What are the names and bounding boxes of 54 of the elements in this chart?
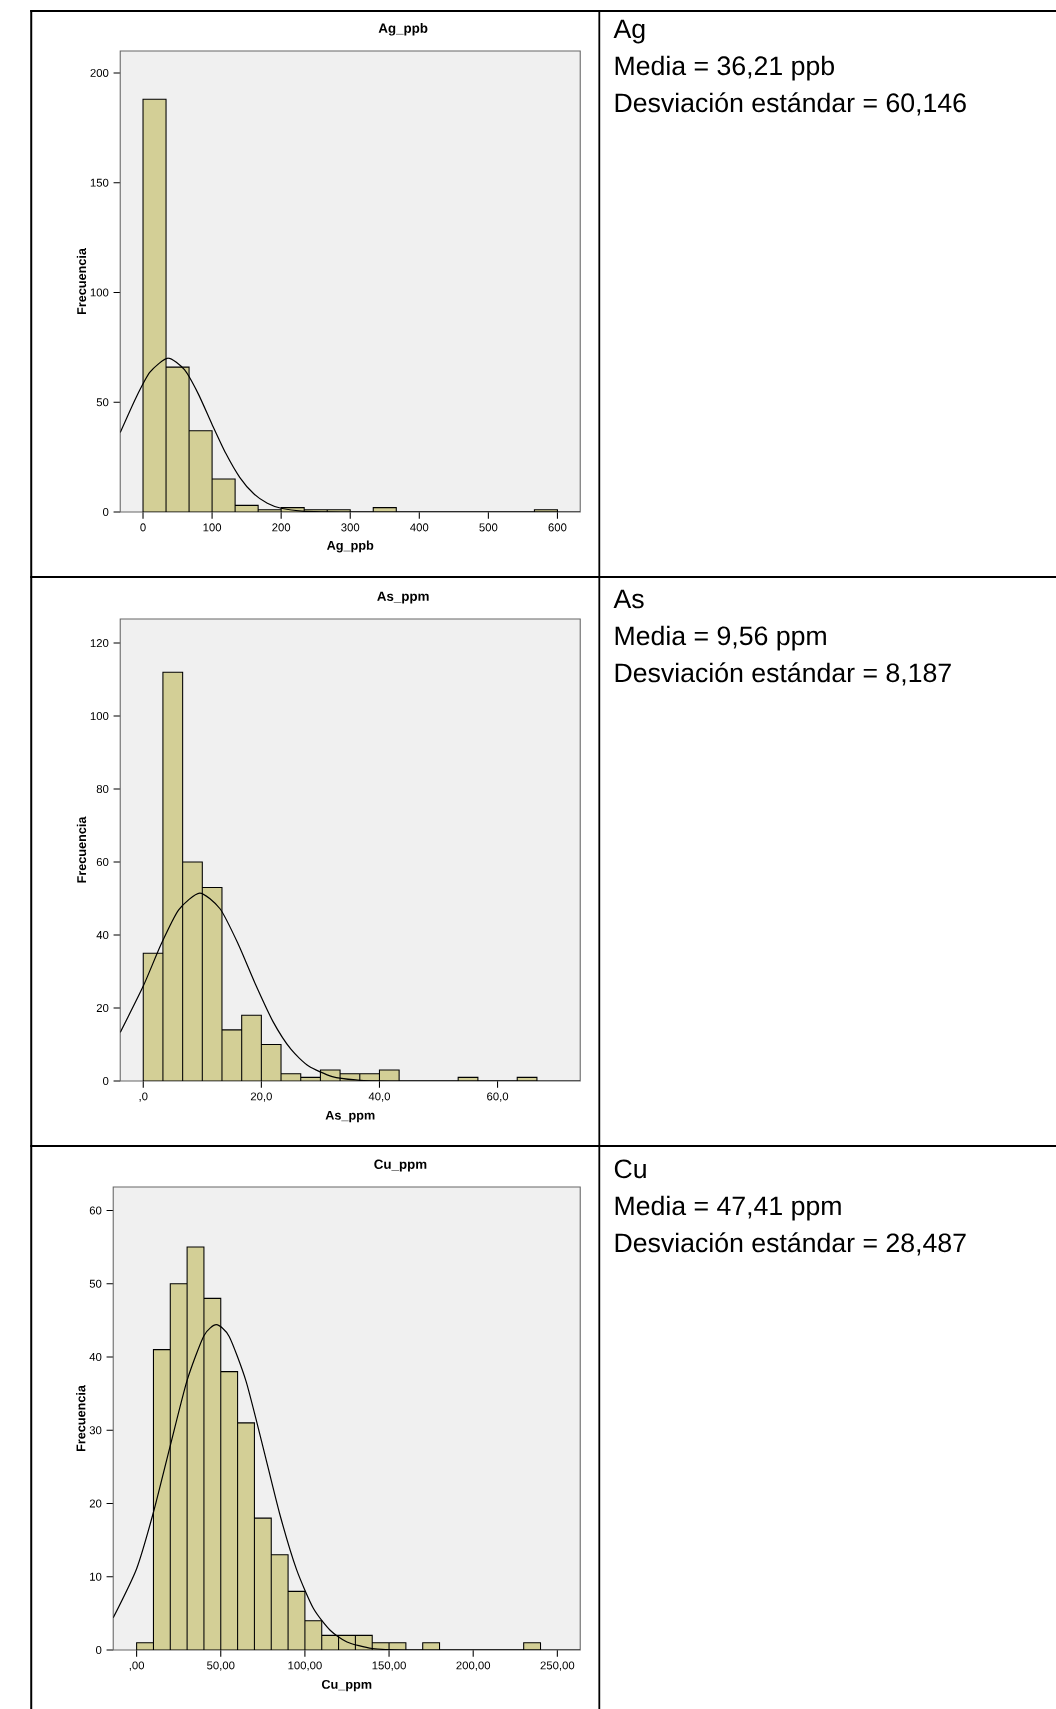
y-tick-label: 20 xyxy=(96,1004,109,1013)
text: Desviación estándar = 60,146 xyxy=(615,92,966,116)
y-tick-label: 60 xyxy=(96,858,109,867)
y-tick-label: 100 xyxy=(90,712,109,721)
y-tick-label: 50 xyxy=(89,1279,102,1288)
x-tick-label: ,00 xyxy=(129,1661,144,1671)
text: Cu xyxy=(614,1159,646,1179)
y-tick-label: 60 xyxy=(89,1206,102,1215)
x-tick-label: 60,0 xyxy=(487,1092,509,1102)
text: As xyxy=(613,589,644,609)
y-tick-label: 40 xyxy=(96,931,109,940)
text: Media = 47,41 ppm xyxy=(615,1195,841,1221)
y-tick-label: 0 xyxy=(102,507,109,516)
x-axis-title: Ag_ppb xyxy=(326,540,374,553)
y-axis-title: Frecuencia xyxy=(76,1384,86,1452)
chart-title: Cu_ppm xyxy=(374,1159,427,1172)
x-axis-title: Cu_ppm xyxy=(321,1679,372,1692)
y-tick-label: 30 xyxy=(89,1426,102,1435)
text: Media = 36,21 ppb xyxy=(615,55,834,81)
y-tick-label: 0 xyxy=(102,1076,109,1085)
chart-title: Ag_ppb xyxy=(378,23,428,36)
x-tick-label: 400 xyxy=(409,523,429,532)
text: Media = 9,56 ppm xyxy=(615,625,826,651)
text: Desviación estándar = 8,187 xyxy=(615,662,951,686)
text: Ag xyxy=(613,19,645,44)
y-tick-label: 120 xyxy=(90,639,109,648)
x-tick-label: 40,0 xyxy=(368,1092,390,1102)
x-tick-label: 600 xyxy=(548,523,567,532)
y-tick-label: 10 xyxy=(89,1572,102,1581)
text: Desviación estándar = 28,487 xyxy=(615,1232,966,1256)
x-tick-label: 200,00 xyxy=(456,1661,490,1671)
x-tick-label: 500 xyxy=(479,523,498,532)
y-tick-label: 0 xyxy=(95,1645,102,1654)
x-axis-title: As_ppm xyxy=(325,1110,375,1123)
y-tick-label: 150 xyxy=(90,178,109,187)
x-tick-label: 0 xyxy=(140,523,146,532)
y-axis-title: Frecuencia xyxy=(76,247,87,315)
x-tick-label: 100,00 xyxy=(288,1661,322,1671)
x-tick-label: 100 xyxy=(203,523,221,532)
y-tick-label: 20 xyxy=(89,1499,102,1508)
y-tick-label: 40 xyxy=(89,1352,102,1361)
y-tick-label: 100 xyxy=(90,288,109,297)
x-tick-label: 250,00 xyxy=(540,1661,575,1671)
y-tick-label: 50 xyxy=(96,398,109,407)
x-tick-label: 150,00 xyxy=(372,1661,406,1671)
x-tick-label: 20,0 xyxy=(250,1092,272,1102)
y-tick-label: 200 xyxy=(90,68,109,77)
y-tick-label: 80 xyxy=(96,785,109,794)
x-tick-label: 200 xyxy=(272,523,291,532)
chart-title: As_ppm xyxy=(377,591,429,604)
x-tick-label: 300 xyxy=(341,523,360,532)
x-tick-label: 50,00 xyxy=(206,1661,235,1671)
y-axis-title: Frecuencia xyxy=(76,816,87,883)
x-tick-label: ,0 xyxy=(139,1092,148,1102)
